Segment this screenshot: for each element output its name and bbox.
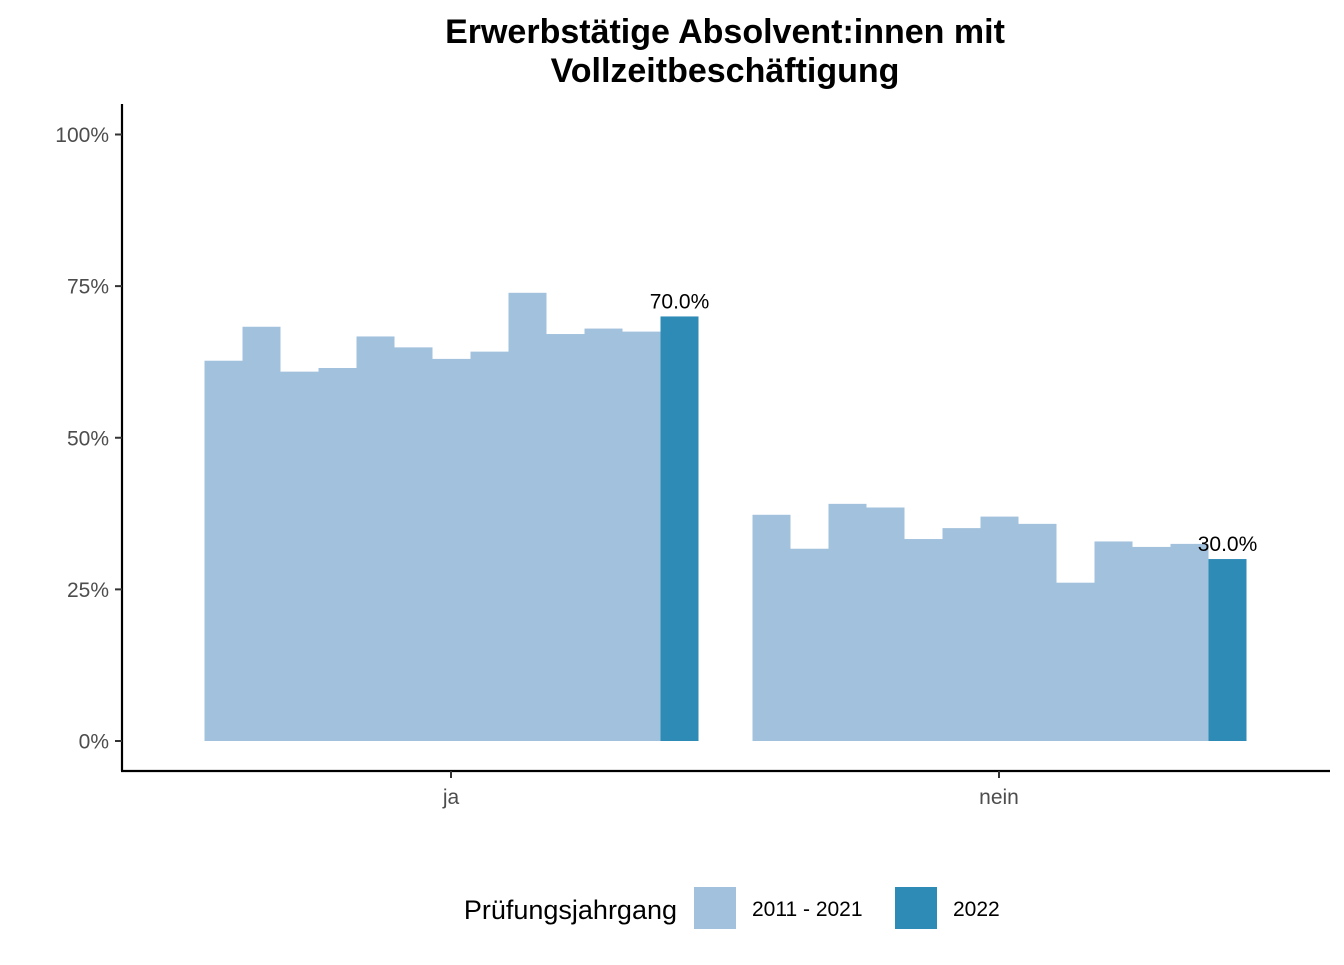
bar-ja-hist-10 [584, 328, 623, 741]
y-tick-label-0: 0% [79, 731, 109, 754]
legend-label-1: 2022 [953, 898, 1000, 921]
bar-ja-hist-0 [204, 360, 243, 741]
legend: Prüfungsjahrgang 2011 - 2021 2022 [464, 887, 1000, 929]
bar-ja-hist-7 [470, 351, 509, 741]
bar-nein-hist-1 [790, 548, 829, 741]
bar-nein-hist-2 [828, 503, 867, 741]
bar-nein-hist-5 [942, 528, 981, 741]
bar-ja-hist-11 [622, 331, 661, 741]
bar-nein-hist-7 [1018, 523, 1057, 741]
legend-key-0 [694, 887, 736, 929]
bar-nein-hist-3 [866, 507, 905, 741]
bar-ja-hist-4 [356, 336, 395, 741]
bar-nein-hist-8 [1056, 582, 1095, 741]
y-tick-label-1: 25% [67, 579, 109, 602]
data-label-ja: 70.0% [650, 290, 710, 313]
bar-ja-hist-9 [546, 334, 585, 741]
y-tick-label-2: 50% [67, 427, 109, 450]
bar-nein-hist-10 [1132, 546, 1171, 741]
bar-nein-hist-0 [752, 514, 791, 741]
bar-ja-hist-2 [280, 371, 319, 741]
legend-title: Prüfungsjahrgang [464, 895, 677, 925]
chart-title-line-2: Vollzeitbeschäftigung [551, 52, 900, 90]
bar-nein-current-0 [1208, 559, 1247, 741]
bar-nein-hist-4 [904, 539, 943, 741]
x-tick-label-ja: ja [442, 786, 460, 809]
bar-ja-hist-3 [318, 368, 357, 741]
legend-label-0: 2011 - 2021 [752, 898, 863, 921]
bar-ja-hist-6 [432, 358, 471, 741]
bar-ja-hist-1 [242, 326, 281, 741]
x-tick-label-nein: nein [979, 786, 1019, 809]
bar-ja-current-0 [660, 316, 699, 741]
bar-ja-hist-8 [508, 292, 547, 741]
y-tick-label-4: 100% [55, 124, 109, 147]
bar-ja-hist-5 [394, 347, 433, 741]
y-tick-label-3: 75% [67, 276, 109, 299]
chart-title-line-1: Erwerbstätige Absolvent:innen mit [445, 13, 1005, 51]
bar-nein-hist-11 [1170, 543, 1209, 741]
data-label-nein: 30.0% [1198, 533, 1258, 556]
bar-nein-hist-6 [980, 516, 1019, 741]
legend-key-1 [895, 887, 937, 929]
bar-nein-hist-9 [1094, 541, 1133, 741]
plot-area: 70.0% 30.0% 0% 25% 50% 75% 100% ja nein [55, 104, 1330, 809]
